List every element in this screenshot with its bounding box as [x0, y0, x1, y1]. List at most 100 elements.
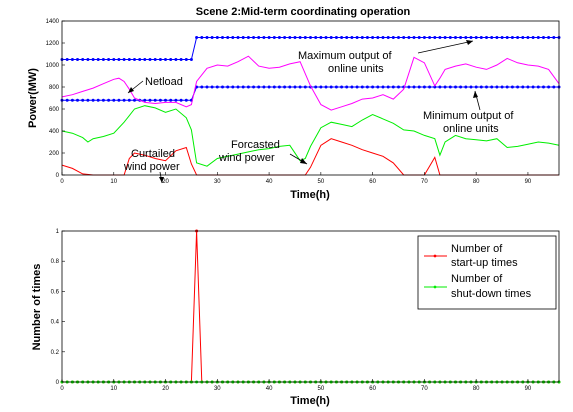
chart-power-series-max-output-point	[298, 36, 302, 39]
chart-power-series-max-output-point	[303, 36, 307, 39]
chart-power-x-tick-label: 70	[421, 179, 428, 185]
chart-power-series-min-output-point	[469, 85, 473, 89]
chart-power-series-max-output-point	[127, 58, 131, 61]
chart-times-y-tick-label: 0	[56, 380, 60, 386]
chart-power-series-max-output-point	[70, 58, 74, 61]
annotation-forecasted-wind: Forcasted wind power	[218, 139, 308, 165]
chart-power-series-max-output-point	[365, 36, 369, 39]
chart-power-series-min-output-point	[510, 85, 514, 89]
chart-power-series-max-output-point	[158, 58, 162, 61]
legend-label-shut-down-line2: shut-down times	[451, 288, 532, 300]
annotation-maximum-output-arrow	[417, 40, 474, 54]
chart-power-series-min-output-point	[101, 98, 105, 102]
chart-power-y-tick-label: 0	[56, 173, 60, 179]
chart-power-series-min-output-point	[221, 85, 224, 89]
chart-times-y-tick-label: 0.6	[51, 289, 60, 295]
chart-power-series-max-output-point	[189, 58, 193, 61]
chart-power-series-min-output-point	[433, 85, 437, 89]
chart-power-series-min-output-point	[516, 85, 520, 89]
chart-power-series-min-output-point	[319, 85, 323, 89]
chart-power-series-min-output-point	[542, 85, 545, 89]
chart-power-series-min-output-point	[454, 85, 457, 89]
chart-power-series-min-output-point	[107, 98, 111, 102]
chart-power-series-min-output-point	[241, 85, 245, 89]
annotation-netload-arrowhead	[128, 87, 134, 93]
chart-power-series-min-output-point	[148, 98, 152, 102]
chart-power-series-max-output-point	[257, 36, 261, 39]
chart-power-x-label: Time(h)	[290, 189, 330, 201]
chart-power-series-min-output-point	[479, 85, 483, 89]
chart-power-x-ticks: 0 10 20 30 40 50 60 70 80 90	[60, 172, 532, 185]
chart-power-series-max-output-point	[200, 36, 204, 39]
chart-power-series-max-output-point	[490, 36, 494, 39]
chart-power-y-ticks: 0 200 400 600 800 1000 1200 1400	[46, 19, 65, 179]
chart-power-series-max-output-point	[428, 36, 432, 39]
chart-power-x-tick-label: 80	[473, 179, 480, 185]
chart-power-series-min-output-point	[422, 85, 426, 89]
chart-power-series-forecasted-wind-line	[61, 105, 560, 167]
annotation-curtailed-wind-line1: Curtailed	[131, 148, 175, 160]
chart-power-series-max-output-point	[262, 36, 266, 39]
chart-times-x-tick-label: 90	[525, 386, 532, 392]
chart-power-series-max-output-point	[422, 36, 426, 39]
chart-power-series-max-output-point	[138, 58, 142, 61]
chart-power-y-tick-label: 1200	[46, 41, 60, 47]
chart-power-series-min-output-point	[355, 85, 359, 89]
chart-power-x-tick-label: 0	[60, 179, 64, 185]
chart-power-series-max-output-point	[122, 58, 126, 61]
annotation-curtailed-wind: Curtailed wind power	[123, 148, 180, 184]
chart-times-y-ticks: 0 0.2 0.4 0.6 0.8 1	[51, 229, 65, 386]
chart-power-series-min-output-point	[495, 85, 499, 89]
chart-power-series-max-output-point	[360, 36, 364, 39]
chart-power-y-tick-label: 200	[49, 151, 60, 157]
chart-power-series-max-output-point	[221, 36, 224, 39]
chart-power-series-max-output-point	[293, 36, 297, 39]
chart-power-series-min-output-point	[86, 98, 90, 102]
chart-times-frame	[61, 230, 560, 383]
chart-power-series-max-output-point	[417, 36, 421, 39]
chart-times: 0 10 20 30 40 50 60 70 80 90 0 0.2 0.4 0.6 0.8 1 Time(…	[31, 229, 561, 407]
chart-power-series-max-output-point	[516, 36, 520, 39]
chart-power-y-label: Power(MW)	[27, 68, 39, 128]
chart-power-series-min-output-point	[262, 85, 266, 89]
chart-power-series-max-output-point	[474, 36, 478, 39]
legend-item-shut-down: Number of shut-down times	[424, 273, 532, 300]
annotation-minimum-output-line1: Minimum output of	[423, 110, 514, 122]
chart-power-series-max-output-point	[495, 36, 499, 39]
chart-power-series-min-output-point	[391, 85, 395, 89]
chart-power-series-max-output-point	[96, 58, 100, 61]
chart-power-series-min-output-point	[200, 85, 204, 89]
chart-power-series-netload-line	[61, 55, 560, 111]
chart-power-series-max-output-point	[547, 36, 551, 39]
chart-power-series-min-output-point	[122, 98, 126, 102]
chart-power-y-tick-label: 400	[49, 129, 60, 135]
chart-power-series-max-output-point	[391, 36, 395, 39]
chart-power-series-min-output-point	[267, 85, 271, 89]
chart-power-series-max-output-point	[531, 36, 535, 39]
chart-power-series-min-output-point	[303, 85, 307, 89]
chart-power-series-max-output-point	[407, 36, 411, 39]
chart-power-series-min-output-point	[329, 85, 333, 89]
chart-power-series-min-output-point	[272, 85, 276, 89]
chart-power-series-max-output-point	[210, 36, 214, 39]
chart-power-series-min-output-point	[184, 98, 188, 102]
chart-times-y-tick-label: 0.4	[51, 320, 60, 326]
chart-power-series-min-output-point	[547, 85, 551, 89]
chart-power-series-min-output-point	[464, 85, 468, 89]
chart-power-y-tick-label: 600	[49, 107, 60, 113]
chart-power-series-min-output-point	[81, 98, 85, 102]
chart-power-series-max-output-point	[376, 36, 380, 39]
chart-power-series-max-output-point	[272, 36, 276, 39]
chart-power-series-max-output-point	[521, 36, 525, 39]
chart-power-series-min-output-point	[526, 85, 530, 89]
chart-power-series-min-output-point	[365, 85, 369, 89]
chart-power-series-max-output-point	[552, 36, 556, 39]
chart-power-series-max-output-point	[169, 58, 173, 61]
annotation-curtailed-wind-arrowhead	[159, 177, 164, 183]
chart-power-series-max-output-point	[479, 36, 483, 39]
chart-power-series-max-output-point	[412, 36, 416, 39]
chart-power-y-tick-label: 1400	[46, 19, 60, 25]
chart-power-series-max-output-point	[76, 58, 79, 61]
chart-times-legend: Number of start-up times Number of shut-…	[417, 235, 557, 310]
